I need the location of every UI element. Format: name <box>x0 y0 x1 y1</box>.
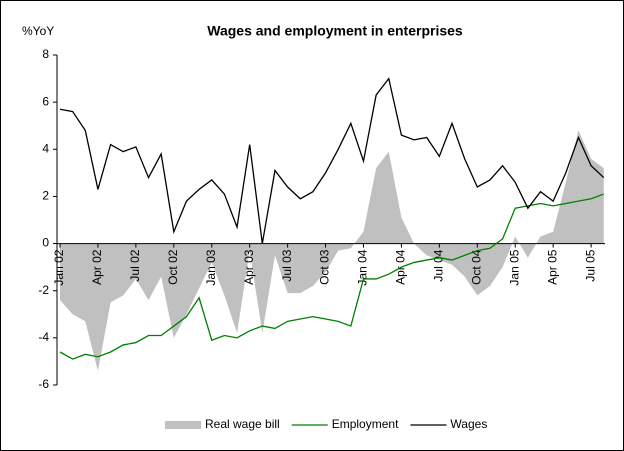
x-tick-label: Apr 02 <box>90 249 104 285</box>
chart-title: Wages and employment in enterprises <box>207 23 463 39</box>
y-tick-label: -2 <box>38 283 49 297</box>
y-tick-label: 6 <box>42 94 49 108</box>
line <box>59 193 604 360</box>
y-axis-label: %YoY <box>22 24 54 38</box>
area <box>60 130 604 371</box>
line <box>59 77 605 244</box>
y-tick-label: -4 <box>38 330 49 344</box>
y-tick-label: 8 <box>42 47 49 61</box>
x-tick-label: Apr 05 <box>545 249 559 285</box>
y-tick-label: 2 <box>42 189 49 203</box>
x-tick-label: Jul 03 <box>280 249 294 281</box>
x-tick-label: Apr 03 <box>242 249 256 285</box>
x-tick-label: Jan 03 <box>204 249 218 285</box>
y-tick-label: 4 <box>42 141 49 155</box>
x-tick-label: Jul 02 <box>128 249 142 281</box>
x-tick-label: Jan 04 <box>356 249 370 285</box>
y-tick-label: 0 <box>42 236 49 250</box>
legend-label: Real wage bill <box>205 417 280 431</box>
x-tick-label: Jan 02 <box>52 249 66 285</box>
legend-label: Wages <box>450 417 487 431</box>
x-tick-label: Jan 05 <box>507 249 521 285</box>
y-tick-label: -6 <box>38 377 49 391</box>
x-tick-label: Oct 02 <box>166 249 180 285</box>
x-tick-label: Jul 05 <box>583 249 597 281</box>
legend-label: Employment <box>332 417 399 431</box>
legend-swatch <box>165 421 201 429</box>
x-tick-label: Oct 04 <box>469 249 483 285</box>
x-tick-label: Jul 04 <box>432 249 446 281</box>
x-tick-label: Oct 03 <box>318 249 332 285</box>
